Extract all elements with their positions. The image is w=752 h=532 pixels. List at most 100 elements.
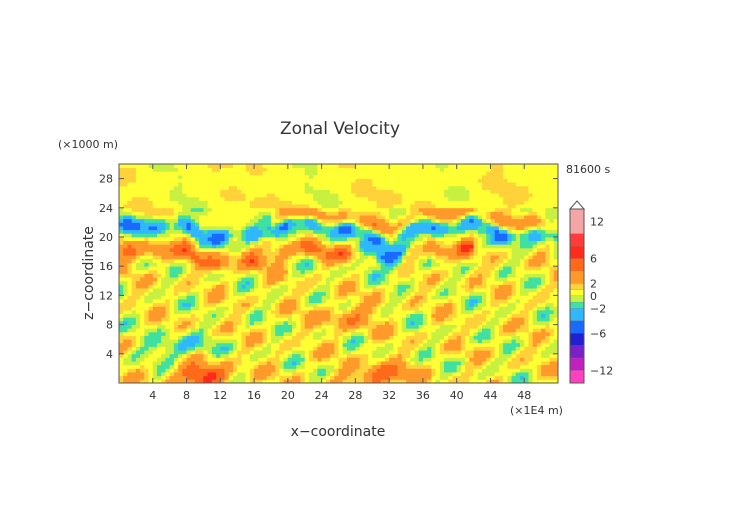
field-cell <box>431 196 436 201</box>
field-cell <box>270 237 276 242</box>
field-cell <box>169 164 175 169</box>
field-cell <box>270 313 276 318</box>
field-cell <box>266 342 272 347</box>
field-cell <box>452 361 458 366</box>
field-cell <box>131 372 137 377</box>
field-cell <box>140 353 145 358</box>
field-cell <box>283 185 289 190</box>
field-cell <box>140 284 145 289</box>
field-cell <box>372 262 377 267</box>
field-cell <box>228 171 234 176</box>
field-cell <box>119 244 124 249</box>
field-cell <box>199 353 204 358</box>
field-cell <box>275 342 280 347</box>
field-cell <box>439 269 445 274</box>
field-cell <box>444 288 449 293</box>
field-cell <box>178 313 183 318</box>
field-cell <box>355 368 360 373</box>
field-cell <box>342 302 348 307</box>
field-cell <box>144 247 149 252</box>
field-cell <box>363 375 369 380</box>
field-cell <box>249 196 255 201</box>
field-cell <box>384 339 390 344</box>
field-cell <box>144 273 149 278</box>
field-cell <box>422 222 428 227</box>
field-cell <box>258 368 263 373</box>
field-cell <box>156 244 162 249</box>
field-cell <box>338 317 344 322</box>
field-cell <box>330 277 335 282</box>
field-cell <box>283 266 289 271</box>
field-cell <box>313 350 318 355</box>
field-cell <box>144 364 149 369</box>
field-cell <box>351 368 356 373</box>
field-cell <box>380 269 386 274</box>
field-cell <box>435 240 441 245</box>
field-cell <box>406 375 411 380</box>
field-cell <box>384 244 390 249</box>
field-cell <box>431 218 436 223</box>
field-cell <box>296 291 301 296</box>
field-cell <box>389 269 394 274</box>
field-cell <box>410 317 415 322</box>
field-cell <box>313 342 318 347</box>
field-cell <box>220 204 225 209</box>
field-cell <box>300 204 306 209</box>
field-cell <box>460 171 466 176</box>
field-cell <box>431 193 436 198</box>
field-cell <box>144 196 149 201</box>
field-cell <box>182 280 187 285</box>
field-cell <box>266 277 272 282</box>
field-cell <box>203 361 209 366</box>
field-cell <box>414 258 420 263</box>
field-cell <box>460 237 466 242</box>
field-cell <box>414 328 420 333</box>
field-cell <box>317 317 323 322</box>
field-cell <box>144 346 149 351</box>
field-cell <box>410 368 415 373</box>
field-cell <box>435 361 441 366</box>
field-cell <box>186 237 192 242</box>
field-cell <box>330 335 335 340</box>
field-cell <box>406 178 411 183</box>
field-cell <box>270 164 276 169</box>
field-cell <box>380 189 386 194</box>
field-cell <box>220 357 225 362</box>
field-cell <box>355 379 360 384</box>
field-cell <box>338 328 344 333</box>
field-cell <box>127 357 133 362</box>
field-cell <box>216 215 221 220</box>
field-cell <box>287 379 293 384</box>
field-cell <box>228 372 234 377</box>
field-cell <box>363 255 369 260</box>
field-cell <box>321 244 327 249</box>
field-cell <box>224 346 230 351</box>
field-cell <box>140 171 145 176</box>
field-cell <box>384 346 390 351</box>
field-cell <box>178 320 183 325</box>
field-cell <box>211 269 217 274</box>
field-cell <box>330 233 335 238</box>
field-cell <box>182 258 187 263</box>
field-cell <box>283 189 289 194</box>
field-cell <box>427 331 432 336</box>
field-cell <box>325 375 331 380</box>
field-cell <box>304 306 310 311</box>
field-cell <box>279 164 285 169</box>
field-cell <box>304 244 310 249</box>
field-cell <box>422 324 428 329</box>
field-cell <box>304 295 310 300</box>
field-cell <box>127 368 133 373</box>
field-cell <box>368 204 373 209</box>
field-cell <box>368 185 373 190</box>
field-cell <box>207 164 213 169</box>
field-cell <box>448 310 453 315</box>
field-cell <box>148 313 154 318</box>
field-cell <box>283 258 289 263</box>
field-cell <box>245 291 251 296</box>
field-cell <box>156 255 162 260</box>
field-cell <box>393 178 398 183</box>
field-cell <box>410 295 415 300</box>
field-cell <box>317 291 323 296</box>
field-cell <box>283 277 289 282</box>
